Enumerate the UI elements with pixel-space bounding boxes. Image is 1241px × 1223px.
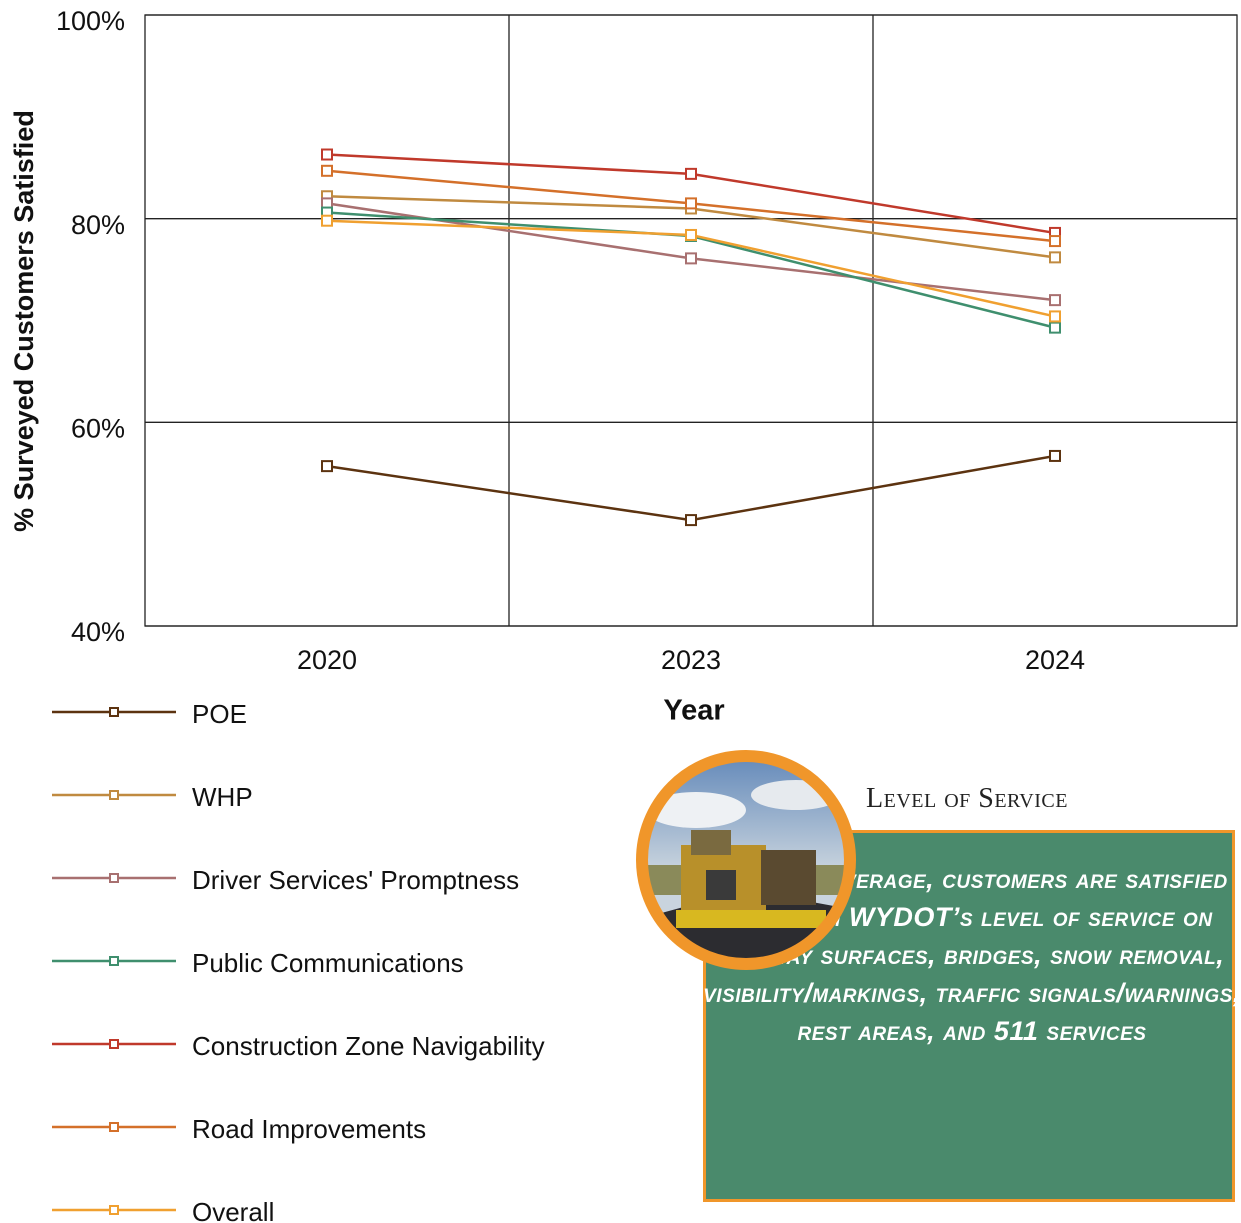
x-tick-label: 2023 <box>661 645 721 675</box>
point-marker <box>321 214 333 227</box>
legend-label: Driver Services' Promptness <box>192 865 519 895</box>
legend-marker <box>109 707 119 717</box>
legend-marker <box>109 790 119 800</box>
photo <box>636 750 856 970</box>
callout-text: On average, customers are satisfied with… <box>703 860 1241 1050</box>
x-tick-label: 2020 <box>297 645 357 675</box>
point-marker <box>1049 235 1061 248</box>
y-tick-label: 40% <box>71 617 125 647</box>
callout-body: On average, customers are satisfied with… <box>703 864 1241 1046</box>
legend-label: Public Communications <box>192 948 464 978</box>
legend-marker <box>109 1039 119 1049</box>
legend-marker <box>109 873 119 883</box>
point-marker <box>321 148 333 161</box>
series-line <box>326 153 1056 235</box>
y-tick-label: 100% <box>56 6 125 36</box>
legend-label: Construction Zone Navigability <box>192 1031 545 1061</box>
point-marker <box>321 460 333 473</box>
x-tick-label: 2024 <box>1025 645 1085 675</box>
legend-label: POE <box>192 699 247 729</box>
point-marker <box>1049 251 1061 264</box>
point-marker <box>1049 449 1061 462</box>
plot-frame <box>144 14 1238 627</box>
point-marker <box>1049 294 1061 307</box>
y-tick-label: 80% <box>71 210 125 240</box>
legend-marker <box>109 1122 119 1132</box>
point-marker <box>685 167 697 180</box>
point-marker <box>321 164 333 177</box>
point-marker <box>1049 321 1061 334</box>
x-axis-label: Year <box>663 695 724 727</box>
series-line <box>326 454 1056 522</box>
y-tick-label: 60% <box>71 413 125 443</box>
point-marker <box>685 514 697 527</box>
legend-marker <box>109 1205 119 1215</box>
point-marker <box>685 197 697 210</box>
legend-label: Road Improvements <box>192 1114 426 1144</box>
legend-marker <box>109 956 119 966</box>
legend-label: WHP <box>192 782 253 812</box>
legend-label: Overall <box>192 1197 274 1223</box>
series-line <box>326 202 1056 302</box>
point-marker <box>685 252 697 265</box>
y-axis-label: % Surveyed Customers Satisfied <box>9 110 39 532</box>
callout-title: Level of Service <box>866 783 1068 814</box>
point-marker <box>685 228 697 241</box>
point-marker <box>1049 310 1061 323</box>
